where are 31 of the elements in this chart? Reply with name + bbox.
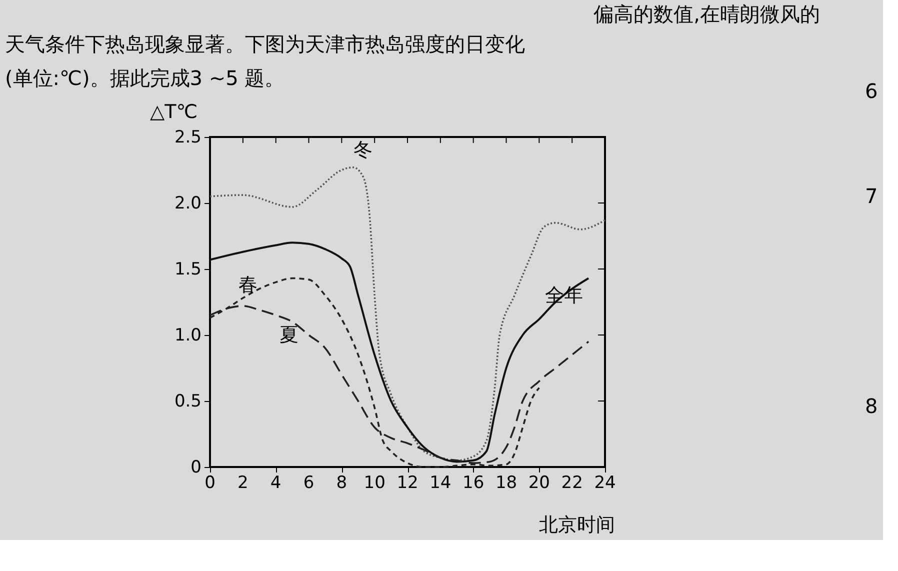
y-tick-label: 2.0 xyxy=(174,194,202,214)
y-tick-label: 0.5 xyxy=(174,392,202,412)
x-tick-label: 10 xyxy=(364,473,386,493)
y-tick-label: 0 xyxy=(190,458,202,478)
y-tick-label: 1.0 xyxy=(174,326,202,346)
x-tick-label: 12 xyxy=(396,473,418,493)
x-tick-label: 8 xyxy=(336,473,348,493)
text: 7 xyxy=(865,184,878,208)
text: 天气条件下热岛现象显著。下图为天津市热岛强度的日变化 xyxy=(5,32,525,56)
x-tick-label: 2 xyxy=(238,473,248,493)
series-label: 夏 xyxy=(280,324,298,346)
x-tick-label: 0 xyxy=(204,473,216,493)
text: 偏高的数值,在晴朗微风的 xyxy=(594,2,820,26)
y-tick-label: 1.5 xyxy=(174,260,202,280)
x-tick-label: 18 xyxy=(495,473,518,493)
x-tick-label: 20 xyxy=(528,473,550,493)
series-label: 全年 xyxy=(544,284,583,306)
y-axis-title: △T℃ xyxy=(150,101,198,123)
text: 8 xyxy=(865,394,878,418)
x-tick-label: 22 xyxy=(561,473,583,493)
x-axis-title: 北京时间 xyxy=(539,514,615,536)
x-tick-label: 16 xyxy=(462,473,484,493)
x-tick-label: 24 xyxy=(594,473,616,493)
series-label: 春 xyxy=(238,274,258,296)
x-tick-label: 6 xyxy=(303,473,314,493)
series-label: 冬 xyxy=(354,139,373,162)
text: (单位:℃)。据此完成3 ~5 题。 xyxy=(5,66,285,90)
x-tick-label: 4 xyxy=(270,473,282,493)
text: 6 xyxy=(865,79,878,103)
y-tick-label: 2.5 xyxy=(174,128,202,148)
x-tick-label: 14 xyxy=(430,473,452,493)
